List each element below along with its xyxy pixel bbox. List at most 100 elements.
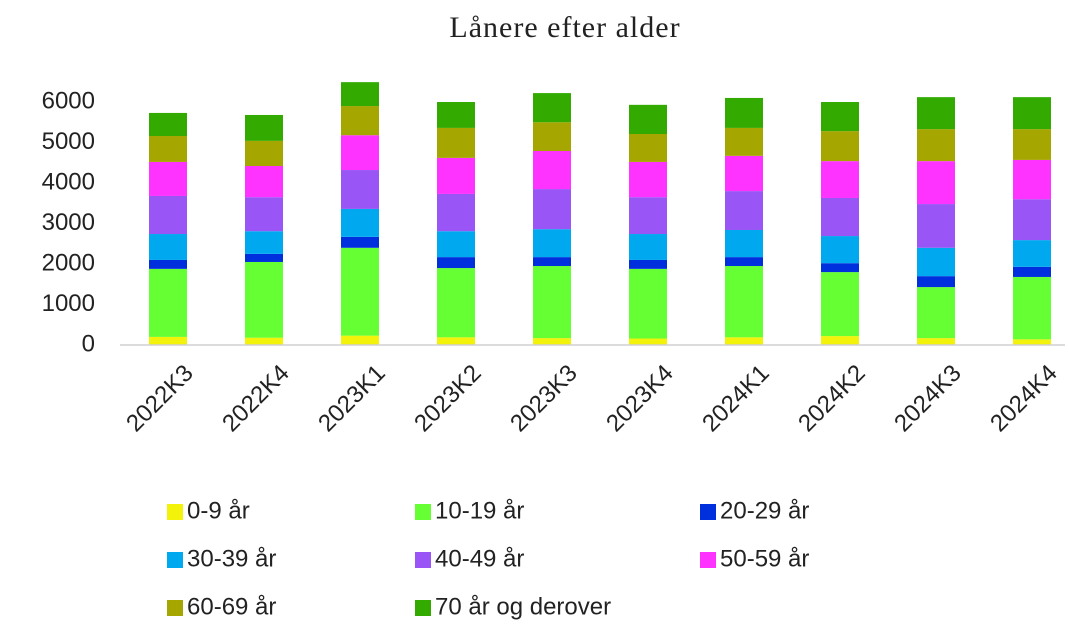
bar-segment [821, 197, 859, 237]
bar-segment [341, 247, 379, 336]
bar-segment [821, 336, 859, 345]
bar-segment [533, 338, 571, 345]
x-tick-label: 2024K4 [985, 360, 1063, 438]
bar-segment [341, 82, 379, 107]
bar-segment [1013, 199, 1051, 241]
bar-segment [245, 253, 283, 262]
bar-segment [245, 114, 283, 141]
bar-segment [533, 93, 571, 123]
bar-segment [341, 135, 379, 171]
legend-label: 30-39 år [187, 545, 276, 572]
bar-segment [725, 97, 763, 128]
bar-segment [917, 247, 955, 277]
legend-swatch [167, 552, 183, 568]
legend-swatch [700, 504, 716, 520]
bar-segment [149, 268, 187, 337]
bar-segment [821, 131, 859, 162]
x-tick-label: 2024K2 [793, 360, 871, 438]
x-tick-label: 2022K4 [217, 360, 295, 438]
bar-segment [1013, 339, 1051, 345]
bar-segment [629, 197, 667, 235]
bar-segment [437, 268, 475, 338]
bar-segment [341, 170, 379, 209]
bar-segment [149, 336, 187, 345]
bar-segment [917, 97, 955, 130]
bar-segment [725, 266, 763, 338]
y-tick-label: 6000 [42, 87, 95, 114]
x-tick-label: 2023K2 [409, 360, 487, 438]
bar-segment [917, 276, 955, 288]
bar-segment [629, 133, 667, 162]
bar-segment [533, 189, 571, 230]
bar-segment [533, 257, 571, 267]
bar-segment [821, 263, 859, 273]
bar-segment [725, 127, 763, 156]
chart-title: Lånere efter alder [449, 11, 680, 44]
bar-segment [245, 337, 283, 345]
bar-segment [629, 234, 667, 260]
bar-segment [437, 157, 475, 194]
y-tick-label: 5000 [42, 128, 95, 155]
bar-segment [917, 338, 955, 345]
legend-label: 10-19 år [435, 497, 524, 524]
bar-segment [1013, 240, 1051, 267]
bar-segment [821, 102, 859, 132]
bar-segment [149, 195, 187, 235]
legend-label: 50-59 år [720, 545, 809, 572]
bar-segment [533, 229, 571, 258]
bar-segment [917, 129, 955, 162]
legend-swatch [167, 504, 183, 520]
x-tick-label: 2023K4 [601, 360, 679, 438]
bar-segment [629, 268, 667, 339]
bar-segment [725, 155, 763, 192]
bar-segment [533, 122, 571, 152]
bar-segment [341, 335, 379, 345]
bar-segment [725, 337, 763, 345]
legend-label: 0-9 år [187, 497, 250, 524]
bar-segment [1013, 97, 1051, 130]
bar-segment [629, 259, 667, 269]
bar-segment [149, 161, 187, 196]
bar-segment [917, 161, 955, 205]
bar-segment [821, 272, 859, 337]
bar-segment [149, 259, 187, 269]
bar-segment [341, 106, 379, 136]
y-tick-label: 4000 [42, 168, 95, 195]
bar-segment [725, 229, 763, 258]
x-tick-label: 2023K1 [313, 360, 391, 438]
bar-segment [821, 236, 859, 264]
bar-segment [341, 208, 379, 237]
x-tick-label: 2024K3 [889, 360, 967, 438]
bar-segment [149, 112, 187, 137]
legend-swatch [700, 552, 716, 568]
bar-segment [629, 104, 667, 134]
bar-segment [149, 234, 187, 260]
bar-segment [245, 231, 283, 254]
bar-segment [149, 136, 187, 162]
bar-segment [245, 261, 283, 338]
bar-segment [437, 102, 475, 128]
bar-segment [917, 204, 955, 248]
x-tick-label: 2023K3 [505, 360, 583, 438]
bar-segment [629, 338, 667, 345]
bar-segment [629, 161, 667, 198]
legend-swatch [167, 600, 183, 616]
bar-segment [437, 127, 475, 158]
y-tick-label: 3000 [42, 209, 95, 236]
bar-segment [1013, 159, 1051, 200]
bar-segment [245, 140, 283, 166]
bar-segment [437, 231, 475, 258]
y-tick-label: 2000 [42, 249, 95, 276]
x-tick-label: 2022K3 [121, 360, 199, 438]
legend-label: 40-49 år [435, 545, 524, 572]
legend-label: 70 år og derover [435, 593, 611, 620]
bar-segment [437, 193, 475, 232]
bar-segment [1013, 129, 1051, 160]
bar-segment [533, 266, 571, 339]
y-tick-label: 0 [82, 330, 95, 357]
bar-segment [437, 257, 475, 269]
bar-segment [437, 337, 475, 345]
y-tick-label: 1000 [42, 290, 95, 317]
bar-segment [1013, 276, 1051, 340]
